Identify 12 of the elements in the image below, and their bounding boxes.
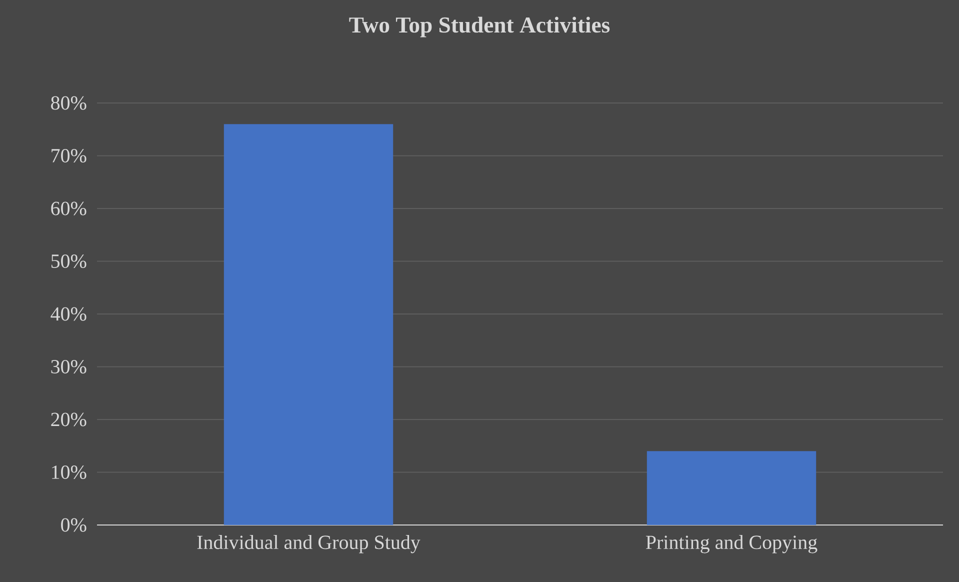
y-tick-label: 20% — [51, 412, 86, 426]
y-tick-label: 40% — [50, 307, 86, 321]
y-tick-label: 80% — [51, 96, 86, 110]
x-tick-label: Printing and Copying — [646, 535, 818, 554]
y-tick-label: 30% — [51, 360, 86, 374]
chart-title: Two Top Student Activities — [349, 16, 610, 38]
x-tick-label: Individual and Group Study — [197, 535, 420, 554]
y-tick-label: 60% — [51, 202, 86, 216]
y-tick-label: 10% — [52, 465, 86, 480]
y-tick-label: 70% — [52, 148, 86, 163]
y-tick-label: 50% — [51, 254, 86, 268]
y-tick-label: 0% — [61, 518, 86, 532]
